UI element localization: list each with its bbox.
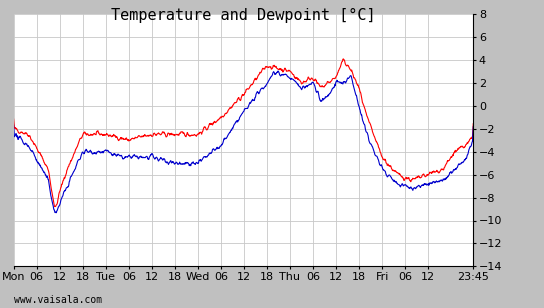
Text: Temperature and Dewpoint [°C]: Temperature and Dewpoint [°C] [111,8,376,23]
Text: www.vaisala.com: www.vaisala.com [14,295,102,305]
